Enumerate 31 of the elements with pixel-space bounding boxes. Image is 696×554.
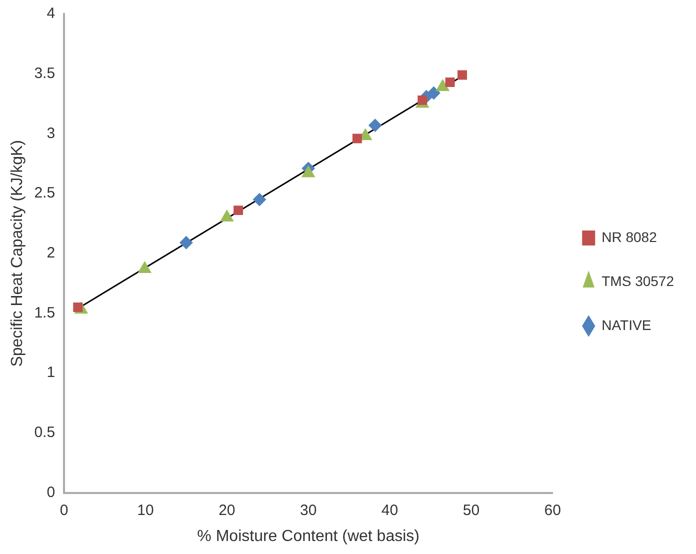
point	[445, 77, 455, 87]
x-tick-label: 30	[300, 502, 317, 519]
point	[252, 193, 266, 206]
y-tick-label: 3.5	[34, 64, 56, 82]
point	[368, 118, 382, 132]
y-tick-label: 0.5	[34, 424, 56, 442]
x-tick-label: 10	[137, 502, 154, 519]
x-axis-title: % Moisture Content (wet basis)	[197, 528, 420, 545]
point	[458, 70, 467, 80]
y-tick-label: 0	[46, 484, 56, 501]
point	[436, 80, 450, 92]
point	[352, 134, 362, 144]
y-axis-title: Specific Heat Capacity (KJ/kgK)	[9, 140, 26, 367]
x-tick-label: 0	[60, 502, 68, 519]
legend-label: TMS 30572	[602, 272, 674, 289]
point	[234, 206, 244, 216]
y-tick-label: 3	[46, 124, 56, 142]
legend-label: NR 8082	[602, 228, 658, 245]
point	[427, 86, 440, 100]
point	[180, 236, 193, 250]
legend-label: NATIVE	[602, 316, 652, 333]
point	[302, 166, 315, 178]
y-tick-label: 2	[46, 244, 56, 262]
x-tick-label: 20	[218, 502, 236, 519]
x-tick-label: 50	[462, 502, 480, 519]
y-tick-label: 4	[46, 5, 56, 22]
x-tick-label: 40	[381, 502, 398, 519]
y-tick-label: 2.5	[34, 184, 56, 202]
y-tick-label: 1	[46, 364, 56, 382]
x-tick-label: 60	[544, 502, 561, 519]
y-tick-label: 1.5	[34, 304, 56, 322]
